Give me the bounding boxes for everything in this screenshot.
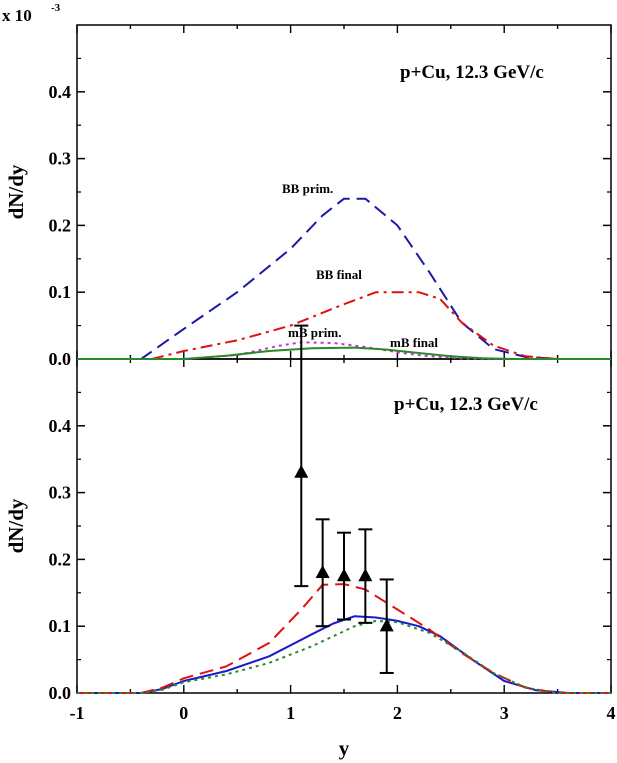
top-series-bb-final	[77, 291, 611, 360]
bottom-y-tick-label: 0.2	[49, 549, 72, 569]
top-panel-title: p+Cu, 12.3 GeV/c	[400, 62, 544, 83]
bottom-panel-title: p+Cu, 12.3 GeV/c	[394, 394, 538, 415]
x-tick-label: 2	[393, 703, 402, 723]
bottom-y-tick-label: 0.1	[49, 616, 72, 636]
data-point-triangle	[358, 568, 373, 582]
x-tick-label: 4	[607, 703, 616, 723]
bottom-y-axis-title: dN/dy	[4, 498, 28, 553]
bottom-series-dotted-green	[77, 619, 611, 694]
top-series-mb-prim	[77, 341, 611, 360]
top-y-tick-label: 0.0	[49, 349, 72, 369]
top-y-tick-label: 0.2	[49, 215, 72, 235]
annotation-bb-prim: BB prim.	[282, 181, 333, 196]
y-multiplier-label: x 10	[2, 6, 32, 25]
top-y-tick-label: 0.3	[49, 149, 72, 169]
y-multiplier-exponent: -3	[51, 2, 61, 14]
bottom-series-solid-blue	[77, 615, 611, 694]
x-tick-label: 1	[286, 703, 295, 723]
x-tick-label: 3	[500, 703, 509, 723]
x-tick-label: 0	[179, 703, 188, 723]
top-y-axis-title: dN/dy	[4, 164, 28, 219]
x-tick-label: -1	[70, 703, 85, 723]
top-series-mb-final	[77, 346, 611, 360]
x-axis-title: y	[339, 736, 350, 760]
data-point-triangle	[379, 618, 394, 632]
data-point-triangle	[337, 568, 351, 582]
annotation-bb-final: BB final	[316, 267, 362, 282]
annotation-mb-prim: mB prim.	[288, 325, 341, 340]
top-y-tick-label: 0.4	[49, 82, 72, 102]
annotation-mb-final: mB final	[390, 335, 438, 350]
top-series-bb-prim	[77, 197, 611, 360]
data-point-triangle	[294, 464, 309, 478]
data-point-triangle	[315, 564, 330, 578]
bottom-y-tick-label: 0.4	[49, 416, 72, 436]
top-y-tick-label: 0.1	[49, 282, 72, 302]
bottom-y-tick-label: 0.3	[49, 483, 72, 503]
bottom-y-tick-label: 0.0	[49, 683, 72, 703]
